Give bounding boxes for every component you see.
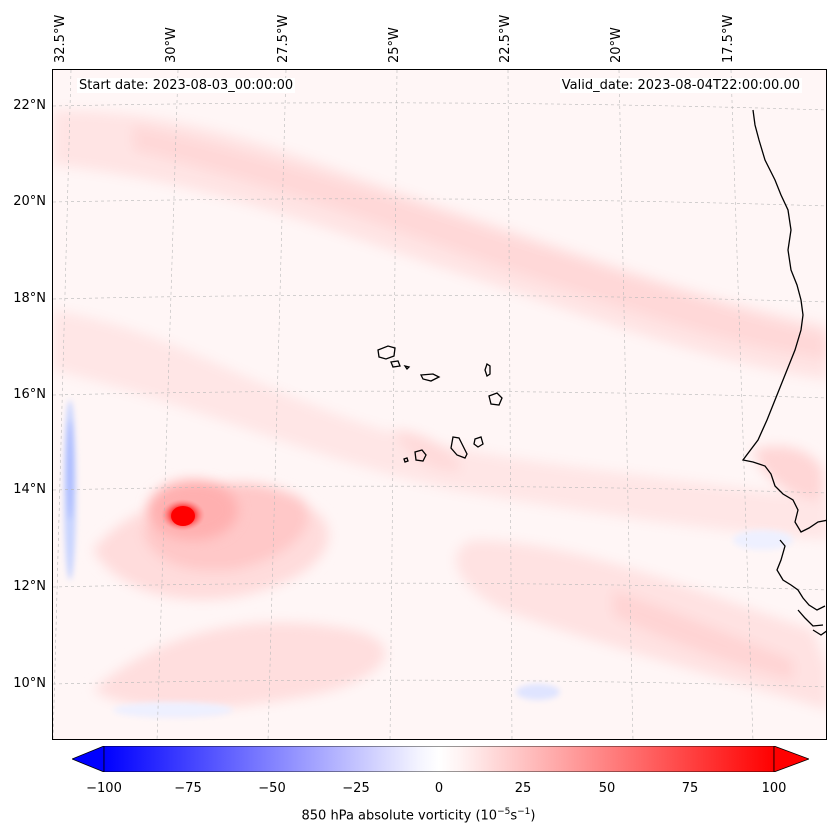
island-boa-vista xyxy=(488,392,503,406)
lon-label-32-5w: 32.5°W xyxy=(53,14,68,63)
negative-vorticity xyxy=(64,400,793,718)
colorbar-body xyxy=(103,746,775,772)
cb-tick-100: 100 xyxy=(761,781,787,796)
islands-patch xyxy=(393,430,463,472)
coastline xyxy=(741,109,826,636)
northern-band-core xyxy=(133,125,826,360)
lat-label-18n: 18°N xyxy=(13,291,46,306)
lat-label-16n: 16°N xyxy=(13,387,46,402)
lon-label-20w: 20°W xyxy=(609,27,624,63)
lat-label-20n: 20°N xyxy=(13,194,46,209)
sw-blue xyxy=(113,702,233,718)
island-sal xyxy=(484,362,491,378)
vorticity-map xyxy=(53,70,826,739)
map-panel[interactable] xyxy=(52,69,827,740)
lat-label-10n: 10°N xyxy=(13,676,46,691)
positive-vorticity-bands xyxy=(53,110,826,710)
lon-label-17-5w: 17.5°W xyxy=(721,14,736,63)
island-sao-nicolau xyxy=(419,373,441,382)
colorbar-label: 850 hPa absolute vorticity (10−5s−1) xyxy=(0,807,837,823)
island-santiago xyxy=(450,436,468,459)
cb-tick-neg100: −100 xyxy=(86,781,122,796)
island-maio xyxy=(473,436,484,448)
southern-band xyxy=(93,622,386,710)
lat-label-14n: 14°N xyxy=(13,482,46,497)
lat-label-12n: 12°N xyxy=(13,579,46,594)
island-sao-vicente xyxy=(390,360,401,368)
island-santo-antao xyxy=(377,345,396,360)
colorbar-label-close: ) xyxy=(530,808,536,824)
lon-label-30w: 30°W xyxy=(164,27,179,63)
cb-tick-75: 75 xyxy=(681,781,699,796)
island-fogo xyxy=(414,449,427,462)
cb-tick-neg50: −50 xyxy=(258,781,286,796)
valid-date-label: Valid_date: 2023-08-04T22:00:00.00 xyxy=(559,78,802,93)
cb-tick-50: 50 xyxy=(598,781,616,796)
colorbar-max-arrow xyxy=(773,746,809,772)
cape-verde-islands xyxy=(377,345,503,463)
cb-tick-25: 25 xyxy=(514,781,532,796)
coast-blue xyxy=(733,530,793,550)
island-santa-luzia xyxy=(403,364,411,371)
colorbar-label-text: 850 hPa absolute vorticity (10 xyxy=(301,808,498,824)
cb-tick-0: 0 xyxy=(434,781,444,796)
south-blue xyxy=(516,684,560,700)
colorbar-label-mid: s xyxy=(510,808,518,824)
lon-label-22-5w: 22.5°W xyxy=(498,14,513,63)
graticule xyxy=(53,70,826,739)
cb-tick-neg75: −75 xyxy=(174,781,202,796)
cb-tick-neg25: −25 xyxy=(342,781,370,796)
west-blue-core xyxy=(67,420,73,520)
colorbar xyxy=(72,746,809,772)
east-streaks xyxy=(613,590,793,680)
start-date-label: Start date: 2023-08-03_00:00:00 xyxy=(77,78,296,93)
middle-band xyxy=(53,310,826,540)
island-brava xyxy=(403,457,409,463)
lat-label-22n: 22°N xyxy=(13,98,46,113)
lon-label-27-5w: 27.5°W xyxy=(276,14,291,63)
vorticity-maximum xyxy=(148,480,238,540)
africa-coast xyxy=(741,109,826,533)
coast-patch xyxy=(753,446,823,500)
colorbar-min-arrow xyxy=(72,746,105,772)
colorbar-label-exp1: −5 xyxy=(497,807,511,817)
lon-label-25w: 25°W xyxy=(387,27,402,63)
colorbar-label-exp2: −1 xyxy=(517,807,531,817)
